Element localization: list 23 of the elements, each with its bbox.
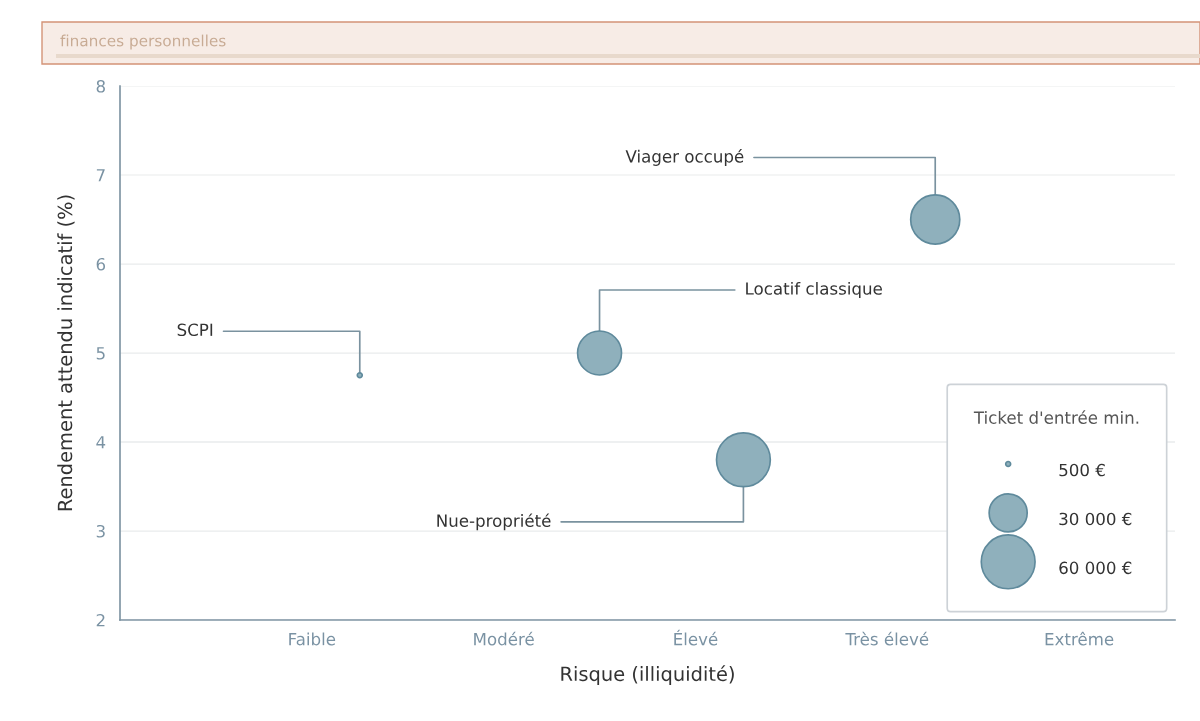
y-tick-label: 8: [96, 79, 105, 93]
text: Nue-propriété: [437, 513, 551, 531]
legend-title: Ticket d'entrée min.: [973, 410, 1139, 424]
y-tick-label: 3: [96, 524, 105, 538]
x-axis-title: Risque (illiquidité): [561, 665, 734, 685]
legend-label: 500 €: [1059, 463, 1105, 477]
legend-label: 30 000 €: [1059, 512, 1132, 526]
text: Locatif classique: [746, 281, 882, 299]
text: SCPI: [177, 323, 213, 337]
x-tick-label: Élevé: [674, 629, 718, 646]
text: Viager occupé: [625, 149, 744, 166]
x-tick-label: Très élevé: [845, 631, 929, 646]
y-tick-label: 2: [96, 613, 105, 627]
y-tick-label: 4: [96, 436, 106, 449]
x-tick-label: Modéré: [474, 631, 534, 646]
x-tick-label: Faible: [289, 632, 336, 646]
legend-label: 60 000 €: [1059, 561, 1132, 575]
y-tick-label: 6: [96, 257, 106, 271]
chart-subtitle: finances personnelles: [60, 34, 226, 50]
x-tick-label: Extrême: [1045, 631, 1114, 646]
y-tick-label: 5: [96, 347, 105, 360]
y-axis-title: Rendement attendu indicatif (%): [57, 195, 75, 511]
y-tick-label: 7: [96, 169, 105, 182]
